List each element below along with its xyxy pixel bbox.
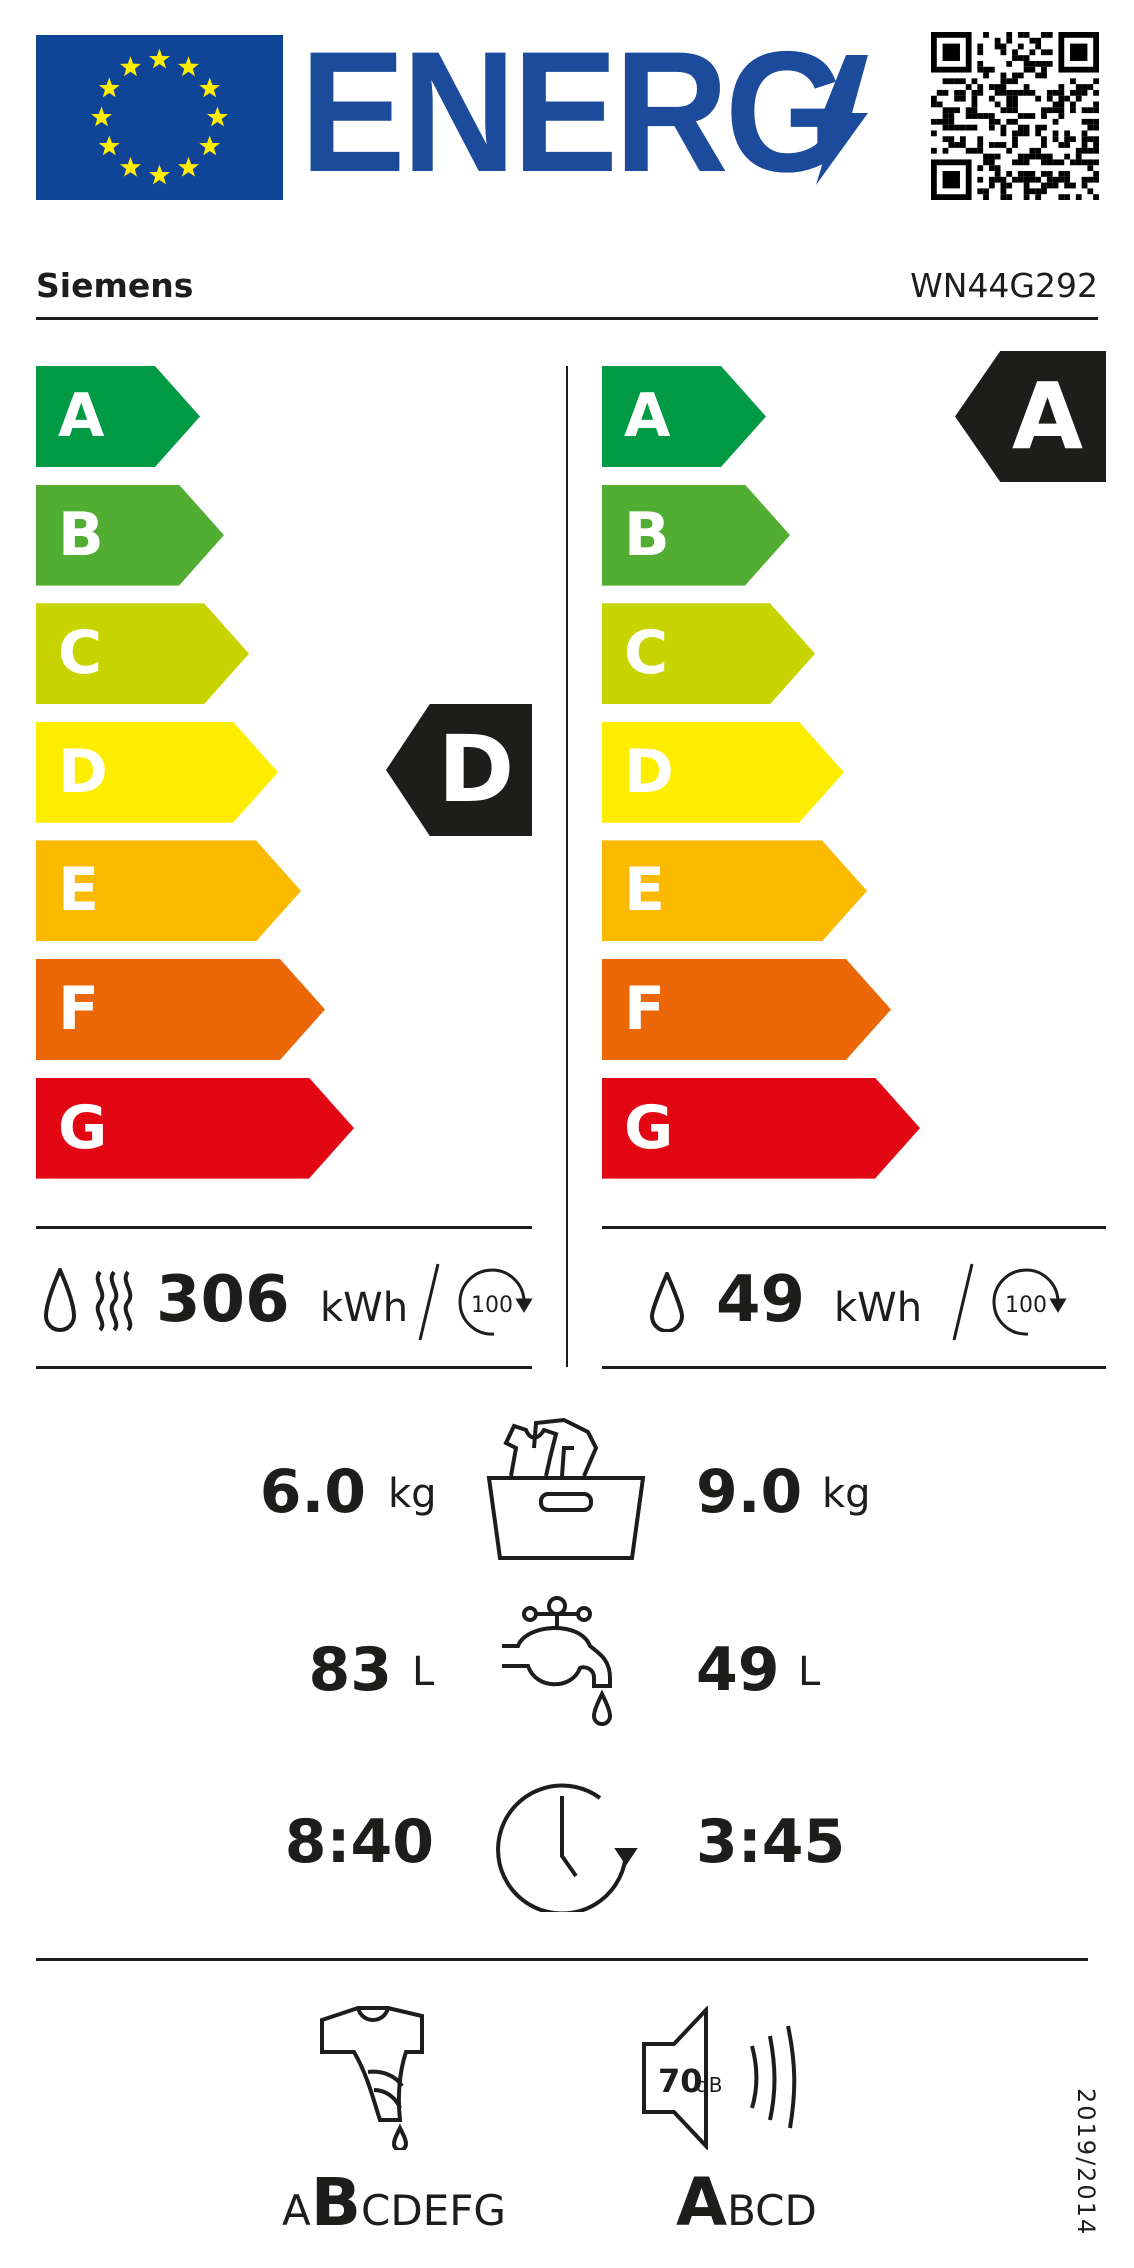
spin-class-selected: B xyxy=(310,2164,362,2241)
wash-dry-duration: 8:40 xyxy=(284,1807,434,1877)
energy-class-arrow-b: B xyxy=(36,485,224,586)
star-icon xyxy=(199,135,221,156)
divider xyxy=(602,1226,1106,1229)
star-icon xyxy=(207,106,228,127)
wash-energy-value: 49 xyxy=(716,1263,806,1337)
water-unit: L xyxy=(798,1649,821,1695)
energy-logo-text: ENERG xyxy=(300,16,848,208)
spin-class-a: A xyxy=(282,2186,311,2235)
wash-duration: 3:45 xyxy=(696,1807,846,1877)
wash-dry-water: 83 xyxy=(308,1635,393,1705)
cycles-label: 100 xyxy=(471,1293,513,1318)
eu-stars-icon xyxy=(91,48,228,185)
noise-speaker-icon: 70 dB xyxy=(642,2006,797,2150)
eu-flag xyxy=(36,35,283,200)
energy-unit: kWh xyxy=(834,1285,923,1331)
cycles-label: 100 xyxy=(1005,1293,1047,1318)
energy-class-arrow-a: A xyxy=(36,366,200,467)
divider xyxy=(36,317,1098,320)
energy-unit: kWh xyxy=(320,1285,409,1331)
wash-water: 49 xyxy=(696,1635,780,1705)
clock-icon xyxy=(496,1783,638,1912)
energy-class-arrow-e: E xyxy=(36,840,301,941)
wash-capacity: 9.0 xyxy=(696,1457,803,1527)
energy-class-arrow-c: C xyxy=(602,603,815,704)
water-tap-icon xyxy=(502,1596,613,1726)
model-number: WN44G292 xyxy=(910,266,1098,305)
noise-class-selected: A xyxy=(676,2164,728,2241)
energy-class-arrow-d: D xyxy=(36,722,278,823)
capacity-unit: kg xyxy=(388,1471,437,1517)
spin-class-rest: CDEFG xyxy=(361,2186,506,2235)
energy-class-arrow-b: B xyxy=(602,485,790,586)
divider xyxy=(36,1366,532,1369)
per-100-cycles-icon: 100 xyxy=(418,1263,533,1341)
water-unit: L xyxy=(412,1649,435,1695)
water-heat-icon xyxy=(43,1268,133,1332)
wash-energy-class-indicator: A xyxy=(955,351,1106,482)
energy-class-arrow-e: E xyxy=(602,840,867,941)
star-icon xyxy=(98,135,120,156)
noise-class-rest: BCD xyxy=(727,2186,817,2235)
energy-class-arrow-g: G xyxy=(602,1078,920,1179)
energy-class-arrow-g: G xyxy=(36,1078,354,1179)
star-icon xyxy=(98,77,120,98)
wash-dry-energy-value: 306 xyxy=(156,1263,290,1337)
divider xyxy=(36,1226,532,1229)
energy-class-arrow-f: F xyxy=(602,959,891,1060)
lightning-icon xyxy=(816,55,868,185)
laundry-basket-icon xyxy=(486,1418,646,1560)
divider xyxy=(36,1958,1088,1961)
energy-class-arrow-c: C xyxy=(36,603,249,704)
energy-class-arrow-a: A xyxy=(602,366,766,467)
wash-dry-capacity: 6.0 xyxy=(259,1457,366,1527)
per-100-cycles-icon: 100 xyxy=(952,1263,1067,1341)
star-icon xyxy=(120,156,141,177)
spin-drying-shirt-icon xyxy=(320,2006,424,2150)
energy-class-arrow-d: D xyxy=(602,722,844,823)
capacity-unit: kg xyxy=(822,1471,871,1517)
noise-value: 70 xyxy=(658,2062,703,2100)
noise-class-scale: ABCD xyxy=(676,2170,817,2236)
water-drop-icon xyxy=(649,1272,685,1332)
divider xyxy=(602,1366,1106,1369)
star-icon xyxy=(178,156,199,177)
wash-dry-energy-class-indicator: D xyxy=(386,704,532,836)
star-icon xyxy=(91,106,112,127)
brand-name: Siemens xyxy=(36,266,194,305)
star-icon xyxy=(120,56,141,77)
noise-unit: dB xyxy=(696,2073,722,2097)
spin-efficiency-scale: ABCDEFG xyxy=(282,2170,506,2236)
star-icon xyxy=(199,77,221,98)
star-icon xyxy=(149,48,170,69)
qr-code[interactable] xyxy=(931,32,1099,200)
divider xyxy=(566,366,568,1367)
energy-class-arrow-f: F xyxy=(36,959,325,1060)
regulation-number: 2019/2014 xyxy=(1072,2088,1100,2237)
star-icon xyxy=(178,56,199,77)
star-icon xyxy=(149,164,170,185)
